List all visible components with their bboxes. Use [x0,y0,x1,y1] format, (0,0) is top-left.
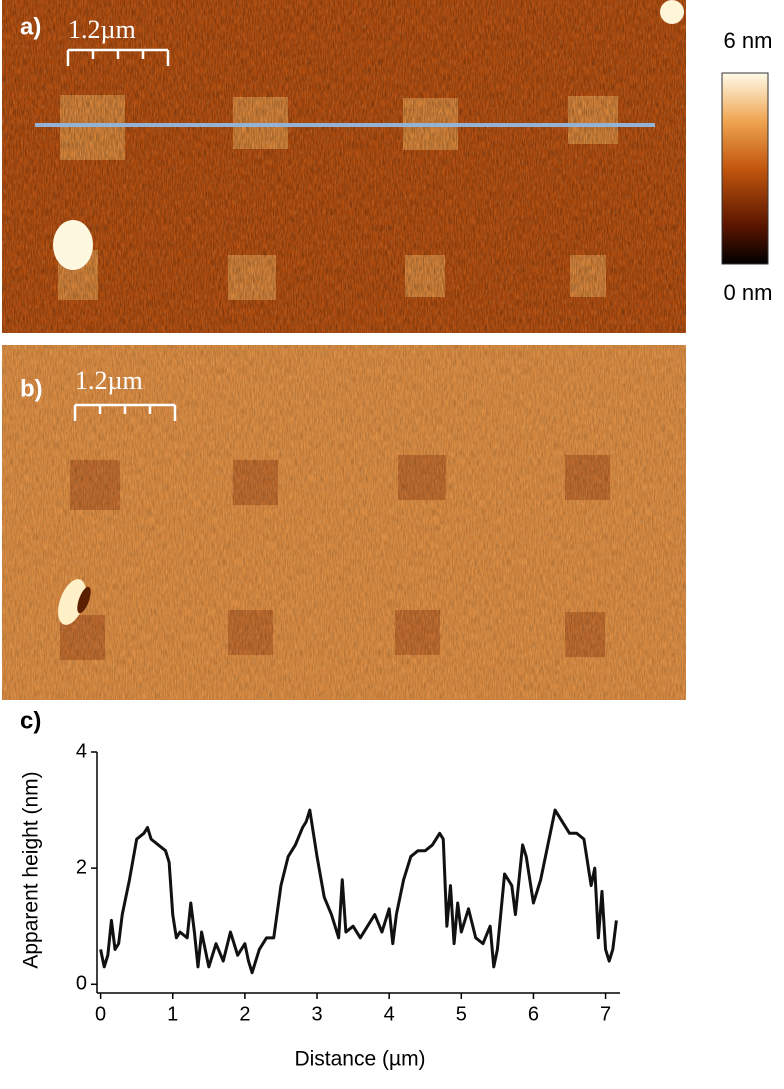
y-axis-title: Apparent height (nm) [20,771,43,968]
x-tick-label: 3 [311,1003,322,1025]
x-tick-label: 5 [456,1003,467,1025]
x-tick-label: 6 [528,1003,539,1025]
colorbar [721,72,769,265]
y-tick-label: 4 [76,740,87,762]
colorbar-min: 0 nm [724,280,773,305]
x-tick-label: 0 [95,1003,106,1025]
x-tick-label: 4 [384,1003,395,1025]
profile-line [99,808,618,975]
x-tick-label: 7 [600,1003,611,1025]
y-tick-label: 2 [76,856,87,878]
scale-bar [66,48,170,66]
x-tick-label: 1 [167,1003,178,1025]
colorbar-max: 6 nm [724,28,773,53]
x-axis-title: Distance (µm) [294,1048,425,1071]
panel-label: a) [20,13,41,40]
scale-bar [73,403,177,421]
scale-bar-label: 1.2µm [68,15,136,44]
y-tick-label: 0 [76,973,87,995]
panel-label: c) [20,707,41,734]
afm-image-b [2,345,686,700]
scale-bar-label: 1.2µm [75,366,143,395]
afm-image-a [2,0,686,333]
x-tick-label: 2 [239,1003,250,1025]
panel-label: b) [20,375,43,402]
